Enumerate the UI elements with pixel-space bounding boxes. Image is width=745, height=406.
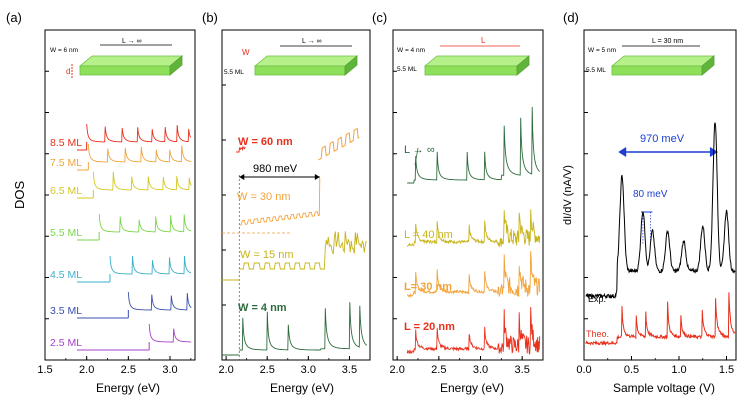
series-line-a-1: [87, 143, 192, 163]
panel-c-inset-w: W = 4 nm: [397, 47, 425, 54]
slab-top: [423, 55, 531, 67]
panel-d-sub-label: 80 meV: [633, 189, 668, 200]
panel-d-gap-label: 970 meV: [640, 133, 685, 145]
panel-b-label: (b): [202, 10, 218, 25]
x-tick-label-a-1: 2.0: [79, 364, 94, 376]
slab-side: [516, 55, 530, 76]
x-tick-label-b-2: 3.0: [301, 364, 316, 376]
series-line-b-0b: [317, 127, 360, 161]
series-label-c-2: L= 30 nm: [404, 281, 452, 293]
series-line-c-2: [406, 250, 541, 299]
slab-side: [344, 55, 358, 76]
x-tick-label-c-2: 3.0: [473, 364, 488, 376]
panel-d-ylabel: dI/dV (nA/V): [562, 165, 574, 225]
slab-front: [254, 65, 346, 76]
series-label-a-4: 4.5 ML: [50, 269, 82, 281]
x-tick-label-a-3: 3.0: [162, 364, 177, 376]
slab-top: [253, 55, 359, 67]
series-line-d-0: [585, 122, 736, 300]
x-tick-label-b-1: 2.5: [260, 364, 275, 376]
panel-d: (d) dI/dV (nA/V) Sample voltage (V) 0.0 0.5 1…: [562, 10, 737, 395]
series-label-a-6: 2.5 ML: [50, 337, 82, 349]
x-tick-label-a-0: 1.5: [37, 364, 52, 376]
series-label-a-1: 7.5 ML: [50, 157, 82, 169]
panel-a-xlabel: Energy (eV): [96, 381, 160, 395]
series-line-b-0: [236, 145, 246, 153]
panel-a-label: (a): [6, 10, 22, 25]
slab-front: [79, 65, 171, 76]
series-label-a-3: 5.5 ML: [50, 227, 82, 239]
panel-a-inset-w: W = 6 nm: [50, 47, 78, 54]
panel-b-xlabel: Energy (eV): [270, 381, 334, 395]
slab-side: [701, 55, 715, 76]
series-label-b-0: W = 60 nm: [238, 136, 293, 148]
slab-front: [611, 65, 703, 76]
x-tick-label-b-0: 2.0: [218, 364, 233, 376]
series-line-a-6: [148, 323, 192, 343]
panel-c-label: (c): [372, 10, 387, 25]
series-label-a-5: 3.5 ML: [50, 305, 82, 317]
panel-c: (c) Energy (eV) 2.0 2.5 3.0 3.5 W = 4 nm L 5.5 M…: [372, 10, 544, 395]
panel-b-inset-w: W: [242, 48, 250, 57]
panel-d-inset-w: W = 5 nm: [588, 47, 616, 54]
panel-a-inset-l: L → ∞: [122, 38, 142, 45]
slab-top: [78, 55, 184, 67]
panel-d-inset-d: 5.5 ML: [586, 67, 606, 74]
series-label-c-1: L = 40 nm: [404, 229, 453, 241]
series-label-c-3: L = 20 nm: [404, 321, 455, 333]
series-label-b-2: W = 15 nm: [240, 249, 294, 261]
series-label-b-1: W = 30 nm: [237, 191, 291, 203]
panel-a-ylabel: DOS: [12, 181, 27, 210]
panel-d-xlabel: Sample voltage (V): [613, 381, 715, 395]
x-tick-label-d-3: 1.5: [719, 364, 734, 376]
slab-side: [169, 55, 183, 76]
panel-d-inset-l: L = 30 nm: [652, 38, 683, 45]
x-tick-label-a-2: 2.5: [121, 364, 136, 376]
x-tick-label-c-1: 2.5: [431, 364, 446, 376]
series-line-c-0: [407, 106, 541, 184]
series-label-c-0: L → ∞: [404, 144, 435, 156]
panel-d-label: (d): [563, 10, 579, 25]
series-line-a-0: [86, 123, 192, 143]
slab-top: [610, 55, 716, 67]
series-line-c-3: [406, 306, 541, 355]
series-line-a-2: [92, 171, 192, 191]
series-line-b-2: [239, 231, 367, 270]
slab-front: [424, 65, 518, 76]
x-tick-label-c-3: 3.5: [515, 364, 530, 376]
x-tick-label-d-0: 0.0: [576, 364, 591, 376]
series-line-a-4: [109, 255, 192, 275]
x-tick-label-c-0: 2.0: [390, 364, 405, 376]
series-label-a-2: 6.5 ML: [50, 185, 82, 197]
series-label-d-1: Theo.: [586, 329, 609, 339]
panel-c-xlabel: Energy (eV): [440, 381, 504, 395]
panel-b: (b) Energy (eV) 2.0 2.5 3.0 3.5 W L → ∞ 5.5 ML 98…: [202, 10, 371, 395]
series-line-a-3: [98, 213, 192, 233]
panel-c-inset-l: L: [481, 36, 486, 45]
x-tick-label-b-3: 3.5: [342, 364, 357, 376]
panel-c-inset-d: 5.5 ML: [397, 66, 417, 73]
panel-a: (a) DOS Energy (eV) 1.5 2.0 2.5 3.0 W = 6 nm L →…: [6, 10, 196, 395]
series-label-a-0: 8.5 ML: [50, 137, 82, 149]
x-tick-label-d-1: 0.5: [624, 364, 639, 376]
panel-b-inset-d: 5.5 ML: [224, 69, 244, 76]
panel-b-gap-label: 980 meV: [253, 163, 298, 175]
panel-b-inset-l: L → ∞: [302, 38, 322, 45]
series-line-b-3: [239, 302, 368, 351]
series-line-b-1: [239, 177, 321, 226]
x-tick-label-d-2: 1.0: [671, 364, 686, 376]
series-line-d-1: [585, 292, 736, 347]
series-line-c-1: [407, 209, 541, 248]
series-label-b-3: W = 4 nm: [238, 302, 287, 314]
series-line-a-5: [127, 291, 192, 311]
series-label-d-0: Exp.: [588, 294, 606, 304]
panel-a-inset-d: d: [66, 67, 70, 76]
panel-c-frame: [392, 29, 544, 361]
